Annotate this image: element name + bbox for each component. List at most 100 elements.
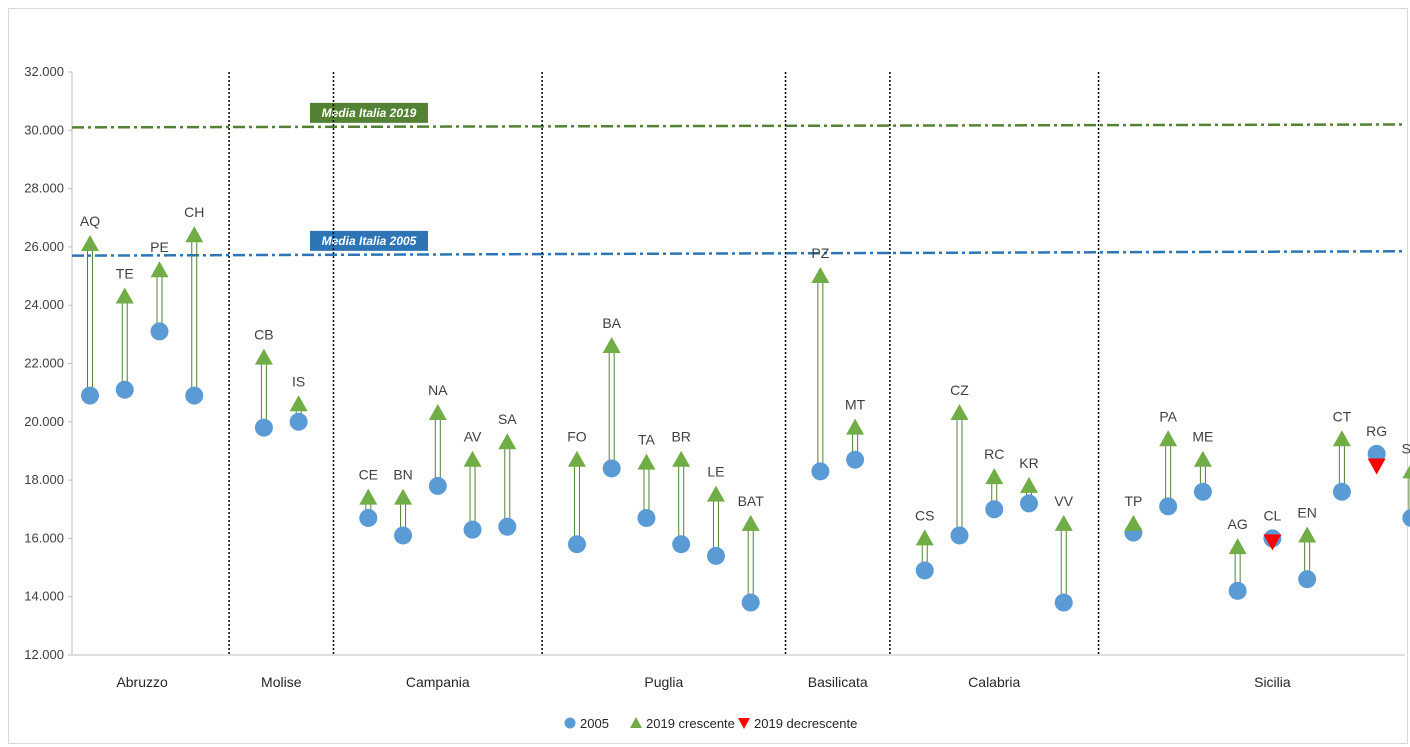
y-tick-label: 16.000 — [24, 530, 64, 545]
marker-2019-up — [706, 485, 725, 502]
marker-2019-up — [1020, 476, 1038, 493]
marker-2019-up — [463, 450, 482, 467]
marker-2019-up — [81, 234, 99, 251]
legend-label: 2019 decrescente — [754, 716, 857, 731]
province-label: KR — [1019, 455, 1038, 471]
marker-2005 — [289, 412, 308, 431]
marker-2005 — [741, 593, 760, 612]
province-label: MT — [845, 397, 866, 413]
province-label: BR — [671, 429, 690, 445]
province-label: RG — [1366, 423, 1387, 439]
marker-2019-up — [846, 418, 865, 435]
region-label: Campania — [406, 674, 470, 690]
marker-2005 — [637, 508, 656, 527]
marker-2019-up — [428, 404, 447, 421]
marker-2019-up — [498, 433, 517, 450]
region-label: Abruzzo — [116, 674, 168, 690]
marker-2019-up — [1298, 526, 1317, 543]
y-tick-label: 14.000 — [24, 589, 64, 604]
province-label: BN — [393, 467, 412, 483]
province-label: AQ — [80, 213, 100, 229]
province-label: SR — [1402, 440, 1410, 456]
province-label: CL — [1263, 507, 1281, 523]
marker-2019-up — [359, 488, 378, 505]
y-tick-label: 12.000 — [24, 647, 64, 662]
legend-label: 2005 — [580, 716, 609, 731]
marker-2019-up — [1124, 514, 1143, 531]
marker-2019-up — [1228, 538, 1247, 555]
province-label: FO — [567, 429, 587, 445]
marker-2005 — [985, 500, 1004, 519]
province-label: RC — [984, 446, 1004, 462]
marker-2005 — [706, 546, 725, 565]
average-label: Media Italia 2019 — [322, 106, 417, 120]
marker-2019-up — [289, 395, 308, 412]
province-label: VV — [1054, 493, 1073, 509]
y-tick-label: 20.000 — [24, 414, 64, 429]
marker-2019-up — [672, 450, 691, 467]
y-tick-label: 24.000 — [24, 297, 64, 312]
marker-2005 — [185, 386, 204, 405]
marker-2019-up — [915, 529, 934, 546]
average-line — [71, 250, 1406, 257]
marker-2019-up — [1159, 430, 1178, 447]
legend-label: 2019 crescente — [646, 716, 735, 731]
province-label: PE — [150, 239, 169, 255]
province-label: CT — [1333, 408, 1352, 424]
marker-2005 — [1159, 497, 1178, 516]
legend-marker-triangle-up — [630, 717, 642, 728]
province-label: CH — [184, 204, 204, 220]
province-label: NA — [428, 382, 448, 398]
average-label-box — [310, 230, 428, 251]
region-label: Calabria — [968, 674, 1020, 690]
marker-2019-up — [811, 267, 830, 284]
marker-2005 — [811, 462, 830, 481]
marker-2005 — [915, 561, 934, 580]
marker-2019-up — [394, 488, 413, 505]
province-label: BAT — [738, 493, 765, 509]
marker-2019-up — [985, 468, 1004, 485]
marker-2005 — [1054, 593, 1073, 612]
region-label: Molise — [261, 674, 302, 690]
province-label: LE — [707, 464, 724, 480]
legend-marker-triangle-down — [738, 718, 750, 729]
marker-2019-up — [567, 450, 586, 467]
province-label: TE — [116, 265, 134, 281]
marker-2005 — [498, 517, 517, 536]
y-tick-label: 26.000 — [24, 239, 64, 254]
marker-2005 — [950, 526, 969, 545]
marker-2005 — [81, 386, 99, 405]
marker-2019-up — [637, 453, 656, 470]
marker-2005 — [1020, 494, 1038, 513]
province-label: IS — [292, 373, 305, 389]
province-label: TP — [1124, 493, 1142, 509]
marker-2019-up — [1193, 450, 1212, 467]
marker-2019-up — [115, 287, 134, 304]
y-tick-label: 22.000 — [24, 356, 64, 371]
marker-2005 — [463, 520, 482, 539]
average-line — [71, 123, 1406, 129]
marker-2019-down — [1367, 458, 1386, 475]
average-label: Media Italia 2005 — [322, 234, 417, 248]
marker-2005 — [150, 322, 169, 341]
province-label: CE — [359, 467, 378, 483]
province-label: SA — [498, 411, 517, 427]
marker-2005 — [1228, 581, 1247, 600]
marker-2019-up — [950, 404, 969, 421]
region-label: Basilicata — [808, 674, 868, 690]
marker-2019-up — [741, 514, 760, 531]
marker-2005 — [394, 526, 413, 545]
marker-2005 — [1402, 509, 1410, 527]
province-label: CB — [254, 327, 273, 343]
province-label: PA — [1159, 408, 1177, 424]
marker-2005 — [1193, 482, 1212, 501]
marker-2019-up — [1054, 514, 1073, 531]
province-label: CS — [915, 507, 934, 523]
legend-marker-circle — [564, 717, 576, 729]
chart-frame — [8, 8, 1408, 744]
marker-2005 — [672, 535, 691, 554]
marker-2019-down — [1263, 534, 1282, 551]
province-label: AG — [1228, 516, 1248, 532]
marker-2005 — [254, 418, 273, 437]
